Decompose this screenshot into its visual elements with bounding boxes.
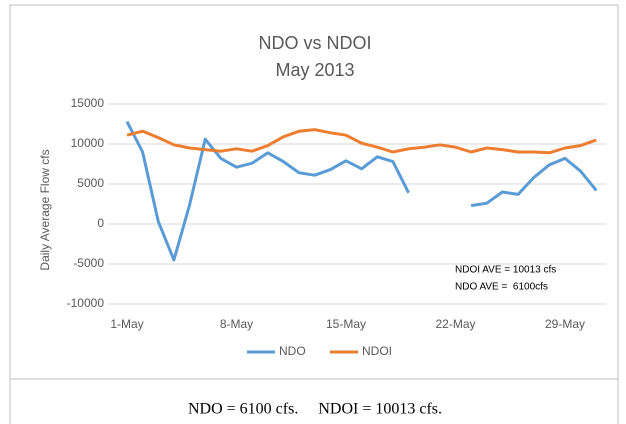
caption: NDO = 6100 cfs. NDOI = 10013 cfs. [188,401,442,418]
y-axis-label: Daily Average Flow cfs [38,149,52,270]
legend-label: NDO [279,344,306,358]
chart-title: NDO vs NDOI [258,33,371,53]
chart-subtitle: May 2013 [275,60,354,80]
annotation: NDOI AVE = 10013 cfs [455,265,556,276]
y-tick-label: -5000 [73,256,104,270]
legend-label: NDOI [362,344,392,358]
y-tick-label: 0 [97,216,104,230]
y-tick-label: 5000 [77,176,104,190]
x-tick-label: 1-May [110,317,143,331]
chart-frame [9,4,619,380]
y-tick-label: 15000 [71,96,105,110]
x-tick-label: 8-May [220,317,253,331]
y-tick-label: 10000 [71,136,105,150]
line-series [126,128,597,155]
x-tick-label: 29-May [545,317,585,331]
annotation: NDO AVE = 6100cfs [455,282,548,293]
line-series [125,120,598,262]
x-tick-label: 22-May [435,317,475,331]
x-tick-label: 15-May [326,317,366,331]
y-tick-label: -10000 [67,296,105,310]
